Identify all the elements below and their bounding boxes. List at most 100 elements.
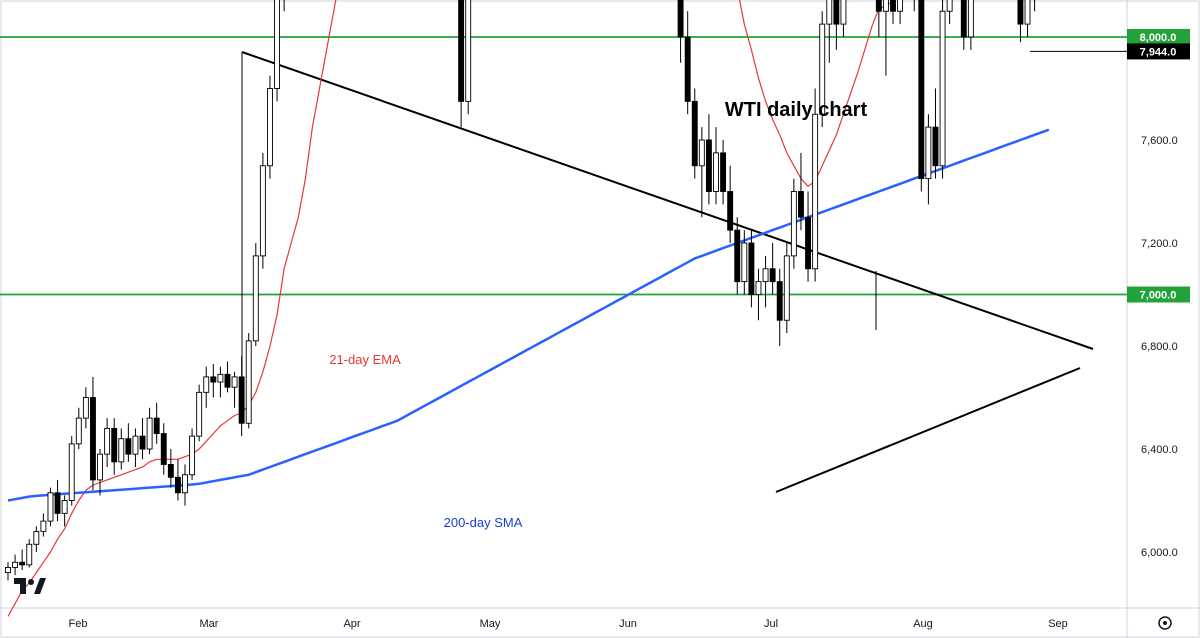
ytick-label: 7,200.0	[1141, 238, 1178, 250]
candle	[203, 366, 210, 408]
ema-annotation: 21-day EMA	[329, 352, 401, 367]
candle	[283, 0, 285, 12]
xtick-label: Jun	[619, 618, 637, 630]
candle	[769, 243, 776, 295]
candle	[939, 0, 946, 179]
candle	[720, 140, 727, 205]
candle	[748, 230, 755, 308]
xtick-label: Feb	[69, 618, 88, 630]
level-tag-label: 7,944.0	[1140, 46, 1177, 58]
candle	[705, 114, 712, 205]
candle	[918, 0, 925, 192]
candle	[111, 418, 118, 475]
candle	[97, 449, 103, 496]
level-tag-label: 7,000.0	[1140, 290, 1177, 302]
candle	[713, 127, 719, 205]
candle	[252, 243, 259, 346]
candle	[132, 428, 139, 468]
candle	[1024, 0, 1031, 37]
candle	[160, 423, 167, 475]
candle	[217, 366, 224, 398]
candles-layer	[5, 0, 1036, 581]
xtick-label: Sep	[1048, 618, 1068, 630]
candle	[783, 243, 790, 334]
candle	[19, 549, 26, 571]
candle	[741, 230, 748, 295]
candle	[104, 418, 111, 468]
candle	[762, 255, 769, 308]
candle	[210, 364, 217, 398]
xtick-label: May	[480, 618, 501, 630]
candle	[684, 11, 691, 115]
candle	[819, 11, 826, 128]
candle	[932, 88, 939, 179]
candle	[727, 165, 734, 243]
gear-icon[interactable]	[1158, 616, 1172, 630]
candle	[913, 0, 915, 12]
candle	[61, 495, 68, 527]
ytick-label: 6,000.0	[1141, 547, 1178, 559]
candle	[224, 361, 231, 393]
candle	[776, 268, 783, 346]
candle	[458, 0, 465, 128]
candle	[805, 191, 811, 282]
descending-trendline	[241, 51, 1094, 350]
candle	[196, 384, 203, 442]
time-axis-labels: Feb Mar Apr May Jun Jul Aug Sep	[69, 618, 1068, 630]
chart-title: WTI daily chart	[725, 99, 868, 121]
ytick-label: 6,400.0	[1141, 444, 1178, 456]
candle	[125, 423, 132, 462]
candle	[826, 0, 833, 63]
candle	[82, 387, 89, 429]
candle	[734, 217, 741, 295]
horizontal-levels-layer	[0, 36, 1127, 296]
ema21-line	[7, 0, 895, 617]
ytick-label: 6,800.0	[1141, 341, 1178, 353]
candle	[238, 356, 245, 437]
candle	[189, 428, 196, 480]
candle	[925, 114, 932, 205]
candle	[677, 0, 684, 63]
candle	[882, 0, 889, 76]
candle	[5, 562, 11, 581]
candle	[691, 88, 698, 179]
candle	[875, 0, 882, 37]
xtick-label: Aug	[913, 618, 933, 630]
price-axis-labels: 5,600.06,000.06,400.06,800.07,200.07,600…	[1141, 32, 1178, 559]
candle	[118, 428, 125, 470]
candle	[890, 0, 896, 25]
xtick-label: Mar	[200, 618, 219, 630]
candle	[698, 127, 705, 218]
moving-averages-layer	[7, 0, 1050, 617]
level-tag	[1127, 286, 1190, 303]
xtick-label: Apr	[343, 618, 360, 630]
xtick-label: Jul	[764, 618, 778, 630]
candle	[153, 402, 160, 444]
candle	[1017, 0, 1024, 43]
level-tag-label: 8,000.0	[1140, 32, 1177, 44]
candle	[897, 0, 904, 25]
candle	[274, 0, 280, 102]
trendlines-layer	[241, 51, 1094, 493]
candle	[167, 449, 174, 488]
candle	[182, 464, 188, 506]
ascending-trendline	[775, 367, 1081, 493]
candle	[245, 333, 252, 429]
candle	[174, 459, 181, 501]
candle	[833, 0, 840, 50]
candle	[1034, 0, 1036, 12]
ytick-label: 7,600.0	[1141, 135, 1178, 147]
candle	[26, 539, 33, 568]
candle	[47, 487, 54, 527]
candle	[75, 407, 82, 449]
candle	[812, 88, 819, 282]
candle	[90, 376, 96, 491]
sma-annotation: 200-day SMA	[444, 515, 523, 530]
candle	[33, 526, 40, 552]
level-tag	[1127, 29, 1190, 45]
tradingview-logo	[14, 578, 46, 594]
candle	[790, 178, 797, 269]
level-tags: 10,000.09,000.08,000.07,000.09,330.37,94…	[1127, 29, 1190, 303]
